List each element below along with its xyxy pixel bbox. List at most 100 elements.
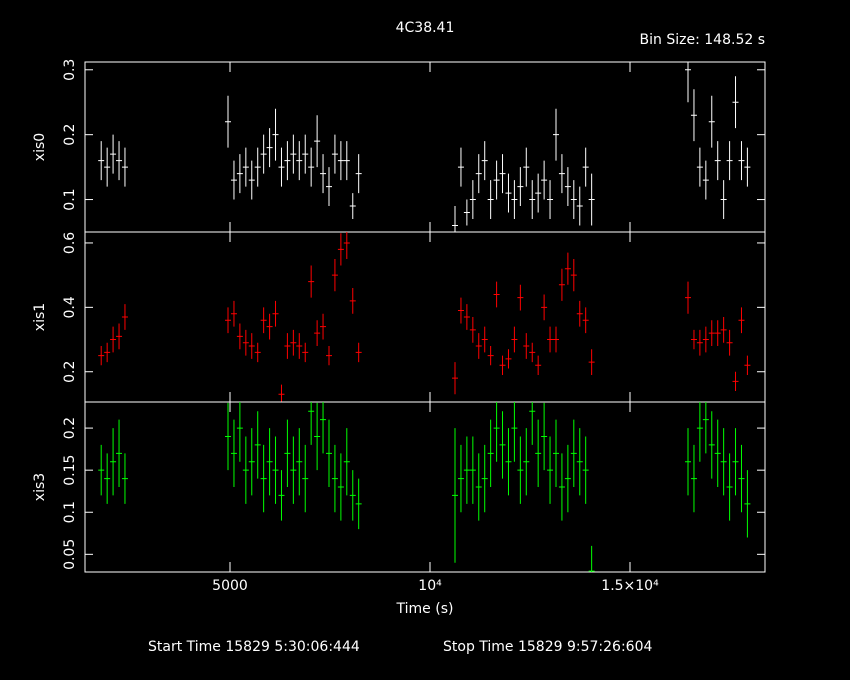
error-bar: [296, 428, 303, 496]
error-bar: [469, 436, 476, 504]
error-bar: [290, 436, 297, 504]
error-bar: [296, 141, 303, 181]
error-bar: [314, 115, 321, 168]
error-bar: [696, 329, 703, 356]
error-bar: [225, 402, 231, 471]
error-bar: [732, 428, 739, 496]
error-bar: [302, 342, 309, 363]
error-bar: [553, 419, 559, 487]
error-bar: [343, 232, 350, 260]
error-bar: [254, 147, 261, 187]
panel-frame: [84, 231, 766, 403]
error-bar: [535, 355, 542, 375]
error-bar: [702, 160, 709, 200]
error-bar: [702, 326, 709, 353]
error-bar: [529, 180, 536, 220]
error-bar: [355, 154, 362, 194]
error-bar: [493, 281, 500, 308]
error-bar: [452, 428, 458, 563]
error-bar: [564, 252, 571, 285]
error-bar: [320, 154, 327, 194]
error-bar: [499, 355, 506, 375]
y-tick-label: 0.2: [62, 124, 78, 146]
error-bar: [98, 444, 105, 496]
error-bar: [116, 141, 123, 181]
error-bar: [588, 173, 595, 226]
error-bar: [260, 134, 267, 174]
error-bar: [696, 402, 703, 462]
error-bar: [225, 95, 231, 148]
error-bar: [547, 326, 554, 353]
error-bar: [708, 95, 715, 148]
x-axis-label: Time (s): [396, 601, 454, 617]
error-bar: [272, 436, 279, 504]
error-bar: [541, 402, 548, 471]
error-bar: [254, 411, 261, 479]
error-bar: [726, 453, 733, 521]
error-bar: [505, 349, 512, 369]
error-bar: [272, 300, 279, 327]
series: [98, 62, 751, 232]
error-bar: [702, 402, 709, 454]
error-bar: [576, 428, 583, 496]
error-bar: [738, 307, 745, 334]
error-bar: [248, 160, 255, 200]
y-axis-label: xis1: [32, 303, 48, 331]
error-bar: [685, 428, 691, 496]
error-bar: [349, 193, 356, 220]
error-bar: [481, 141, 488, 181]
error-bar: [576, 300, 583, 327]
error-bar: [121, 304, 128, 330]
error-bar: [487, 180, 494, 220]
error-bar: [308, 147, 315, 187]
error-bar: [690, 89, 697, 142]
error-bar: [547, 180, 554, 220]
error-bar: [266, 428, 273, 496]
error-bar: [266, 128, 273, 168]
error-bar: [337, 233, 344, 266]
error-bar: [314, 402, 321, 471]
error-bar: [326, 419, 332, 487]
error-bar: [720, 428, 727, 496]
error-bar: [744, 147, 751, 187]
error-bar: [481, 444, 488, 513]
error-bar: [254, 342, 261, 363]
error-bar: [493, 160, 500, 200]
error-bar: [732, 76, 739, 129]
error-bar: [343, 428, 350, 496]
error-bar: [302, 444, 309, 513]
error-bar: [355, 342, 362, 363]
error-bar: [558, 268, 565, 301]
error-bar: [98, 345, 105, 366]
error-bar: [511, 402, 518, 462]
error-bar: [517, 284, 524, 311]
error-bar: [564, 444, 571, 513]
error-bar: [457, 147, 464, 187]
error-bar: [337, 141, 344, 181]
error-bar: [553, 108, 559, 161]
error-bar: [457, 297, 464, 324]
error-bar: [690, 329, 697, 350]
error-bar: [714, 419, 721, 487]
error-bar: [535, 173, 542, 213]
error-bar: [558, 154, 565, 194]
error-bar: [738, 141, 745, 181]
error-bar: [331, 259, 338, 292]
error-bar: [732, 371, 739, 392]
error-bar: [582, 436, 589, 504]
error-bar: [308, 402, 315, 445]
error-bar: [457, 444, 464, 513]
error-bar: [738, 444, 745, 513]
error-bar: [242, 147, 249, 187]
error-bar: [708, 411, 715, 479]
y-tick-label: 0.2: [62, 417, 78, 439]
error-bar: [475, 333, 482, 359]
error-bar: [284, 141, 291, 181]
error-bar: [517, 167, 524, 207]
error-bar: [744, 470, 751, 538]
error-bar: [553, 326, 559, 353]
x-tick-label: 1.5×10⁴: [601, 578, 659, 594]
bin-size: Bin Size: 148.52 s: [640, 32, 765, 48]
series: [98, 232, 751, 402]
